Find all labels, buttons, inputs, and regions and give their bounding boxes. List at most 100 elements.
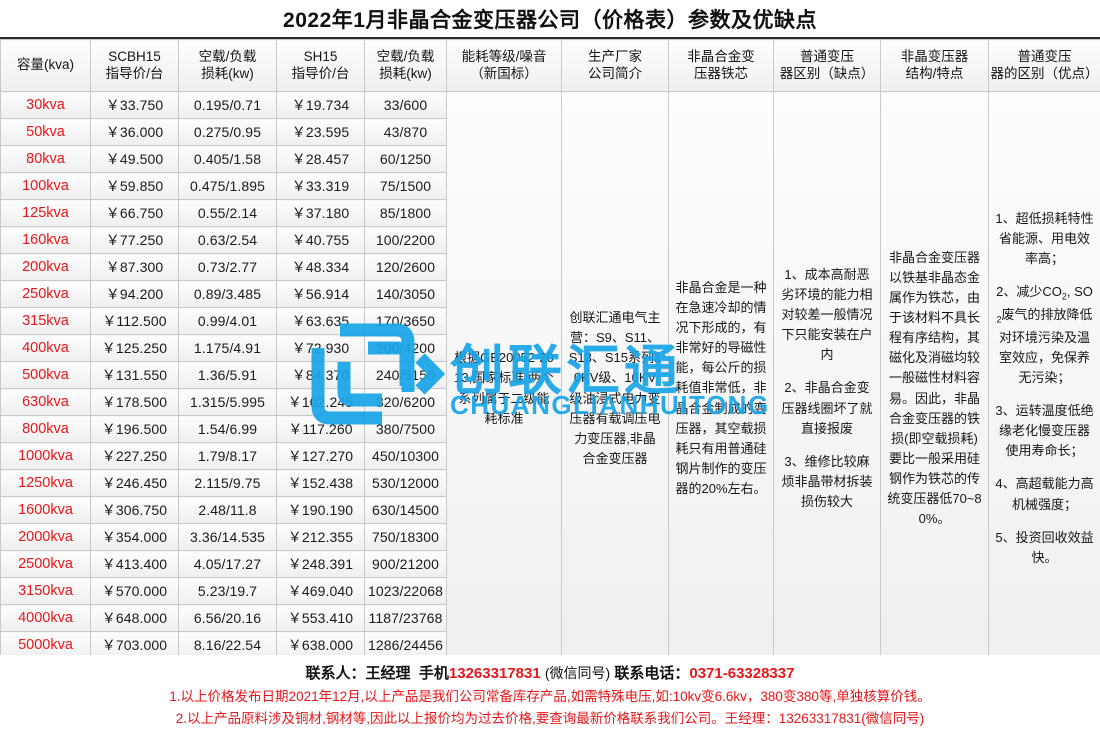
cell-scbh15-price: ￥131.550: [90, 361, 179, 389]
table-row: 5000kva ￥703.000 8.16/22.54 ￥638.000 1286/24…: [0, 631, 1100, 659]
cell-scbh15-price: ￥66.750: [90, 199, 179, 227]
table-row: 2000kva ￥354.000 3.36/14.535 ￥212.355 750/18…: [0, 523, 1100, 551]
cell-scbh15-price: ￥570.000: [90, 577, 179, 605]
table-row: 1000kva ￥227.250 1.79/8.17 ￥127.270 450/1030…: [0, 442, 1100, 470]
header-disadvantages-l2: 器区别（缺点）: [779, 65, 875, 81]
cell-capacity: 1600kva: [0, 496, 91, 524]
cell-capacity: 30kva: [0, 91, 91, 119]
cell-scbh15-price: ￥178.500: [90, 388, 179, 416]
header-capacity: 容量(kva): [0, 39, 91, 92]
cell-capacity: 250kva: [0, 280, 91, 308]
cell-scbh15-price: ￥59.850: [90, 172, 179, 200]
note-line-1: 1.以上价格发布日期2021年12月,以上产品是我们公司常备库存产品,如需特殊电…: [169, 689, 931, 704]
header-sh15-price-l1: SH15: [303, 48, 338, 64]
cell-capacity: 2000kva: [0, 523, 91, 551]
header-row: 容量(kva) SCBH15 指导价/台 空载/负载 损耗(kw) SH15 指…: [0, 39, 1100, 92]
header-capacity-l1: 容量(kva): [17, 57, 74, 73]
note-line-2: 2.以上产品原料涉及铜材,钢材等,因此以上报价均为过去价格,要查询最新价格联系我…: [175, 711, 925, 727]
header-manufacturer-l1: 生产厂家: [588, 48, 642, 64]
cell-scbh15-price: ￥227.250: [90, 442, 179, 470]
cell-sh15-price: ￥40.755: [276, 226, 365, 254]
cell-scbh15-loss: 8.16/22.54: [178, 631, 277, 659]
header-structure-l2: 结构/特点: [905, 65, 964, 81]
phone-label: 联系电话：: [614, 665, 690, 682]
header-scbh15-loss: 空载/负载 损耗(kw): [178, 39, 277, 92]
cell-scbh15-loss: 0.475/1.895: [178, 172, 277, 200]
header-scbh15-loss-l2: 损耗(kw): [201, 65, 254, 81]
header-advantages: 普通变压 器的区别（优点）: [988, 39, 1100, 92]
cell-capacity: 5000kva: [0, 631, 91, 659]
cell-sh15-price: ￥84.370: [276, 361, 365, 389]
header-advantages-l2: 器的区别（优点）: [990, 65, 1099, 81]
cell-capacity: 315kva: [0, 307, 91, 335]
cell-sh15-loss: 530/12000: [364, 469, 447, 497]
mobile-number[interactable]: 13263317831: [448, 665, 541, 682]
header-structure: 非晶变压器 结构/特点: [880, 39, 989, 92]
footer: 联系人：王经理 手机13263317831 (微信同号) 联系电话：0371-6…: [0, 655, 1100, 733]
table-row: 50kva ￥36.000 0.275/0.95 ￥23.595 43/870: [0, 118, 1100, 146]
cell-scbh15-loss: 2.115/9.75: [178, 469, 277, 497]
cell-sh15-price: ￥28.457: [276, 145, 365, 173]
cell-scbh15-loss: 0.405/1.58: [178, 145, 277, 173]
disadvantage-item: 2、非晶合金变压器线圈坏了就直接报废: [781, 380, 873, 436]
cell-capacity: 125kva: [0, 199, 91, 227]
cell-sh15-price: ￥553.410: [276, 604, 365, 632]
cell-scbh15-price: ￥703.000: [90, 631, 179, 659]
header-manufacturer-l2: 公司简介: [588, 65, 642, 81]
cell-scbh15-price: ￥112.500: [90, 307, 179, 335]
cell-capacity: 800kva: [0, 415, 91, 443]
cell-scbh15-price: ￥94.200: [90, 280, 179, 308]
cell-core: 非晶合金是一种在急速冷却的情况下形成的，有非常好的导磁性能，每公斤的损耗值非常低…: [668, 91, 774, 686]
cell-capacity: 2500kva: [0, 550, 91, 578]
header-sh15-price-l2: 指导价/台: [291, 65, 350, 81]
advantage-item: 3、运转温度低绝缘老化慢变压器使用寿命长；: [995, 402, 1094, 459]
cell-capacity: 500kva: [0, 361, 91, 389]
cell-sh15-price: ￥72.930: [276, 334, 365, 362]
cell-scbh15-price: ￥196.500: [90, 415, 179, 443]
table-row: 2500kva ￥413.400 4.05/17.27 ￥248.391 900/212…: [0, 550, 1100, 578]
disadvantage-item: 1、成本高耐恶劣环境的能力相对较差一般情况下只能安装在户内: [781, 266, 873, 363]
cell-scbh15-loss: 0.195/0.71: [178, 91, 277, 119]
cell-scbh15-loss: 3.36/14.535: [178, 523, 277, 551]
cell-scbh15-loss: 1.36/5.91: [178, 361, 277, 389]
table-row: 100kva ￥59.850 0.475/1.895 ￥33.319 75/1500: [0, 172, 1100, 200]
header-energy-standard: 能耗等级/噪音 （新国标）: [446, 39, 562, 92]
cell-scbh15-loss: 0.63/2.54: [178, 226, 277, 254]
cell-structure: 非晶合金变压器以铁基非晶态金属作为铁芯，由于该材料不具长程有序结构，其磁化及消磁…: [880, 91, 989, 686]
cell-scbh15-loss: 6.56/20.16: [178, 604, 277, 632]
disadvantage-item: 3、维修比较麻烦非晶带材拆装损伤较大: [781, 453, 873, 510]
cell-manufacturer: 创联汇通电气主营：S9、S11、S13、S15系列10KV级、10KV级油浸式电…: [561, 91, 669, 686]
advantage-item: 5、投资回收效益快。: [995, 529, 1094, 565]
cell-scbh15-price: ￥354.000: [90, 523, 179, 551]
advantage-item: 2、减少CO2, SO2废气的排放降低对环境污染及温室效应，免保养无污染；: [996, 284, 1093, 385]
cell-scbh15-price: ￥246.450: [90, 469, 179, 497]
cell-sh15-loss: 1187/23768: [364, 604, 447, 632]
cell-capacity: 50kva: [0, 118, 91, 146]
cell-capacity: 200kva: [0, 253, 91, 281]
cell-scbh15-price: ￥648.000: [90, 604, 179, 632]
cell-sh15-price: ￥248.391: [276, 550, 365, 578]
phone-number[interactable]: 0371-63328337: [689, 665, 795, 682]
mobile-label: 手机: [418, 665, 449, 682]
header-sh15-price: SH15 指导价/台: [276, 39, 365, 92]
cell-scbh15-price: ￥77.250: [90, 226, 179, 254]
table-row: 250kva ￥94.200 0.89/3.485 ￥56.914 140/3050: [0, 280, 1100, 308]
advantage-item: 4、高超载能力高机械强度；: [995, 476, 1094, 512]
cell-capacity: 160kva: [0, 226, 91, 254]
cell-sh15-loss: 43/870: [364, 118, 447, 146]
cell-sh15-price: ￥127.270: [276, 442, 365, 470]
cell-sh15-price: ￥117.260: [276, 415, 365, 443]
cell-sh15-loss: 120/2600: [364, 253, 447, 281]
cell-sh15-loss: 100/2200: [364, 226, 447, 254]
cell-sh15-loss: 320/6200: [364, 388, 447, 416]
cell-sh15-loss: 75/1500: [364, 172, 447, 200]
table-row: 200kva ￥87.300 0.73/2.77 ￥48.334 120/2600: [0, 253, 1100, 281]
cell-sh15-loss: 60/1250: [364, 145, 447, 173]
cell-scbh15-loss: 4.05/17.27: [178, 550, 277, 578]
header-sh15-loss-l1: 空载/负载: [376, 48, 435, 64]
header-disadvantages-l1: 普通变压: [800, 48, 854, 64]
cell-sh15-loss: 140/3050: [364, 280, 447, 308]
contact-label: 联系人：: [305, 665, 366, 682]
contact-line: 联系人：王经理 手机13263317831 (微信同号) 联系电话：0371-6…: [0, 658, 1100, 686]
